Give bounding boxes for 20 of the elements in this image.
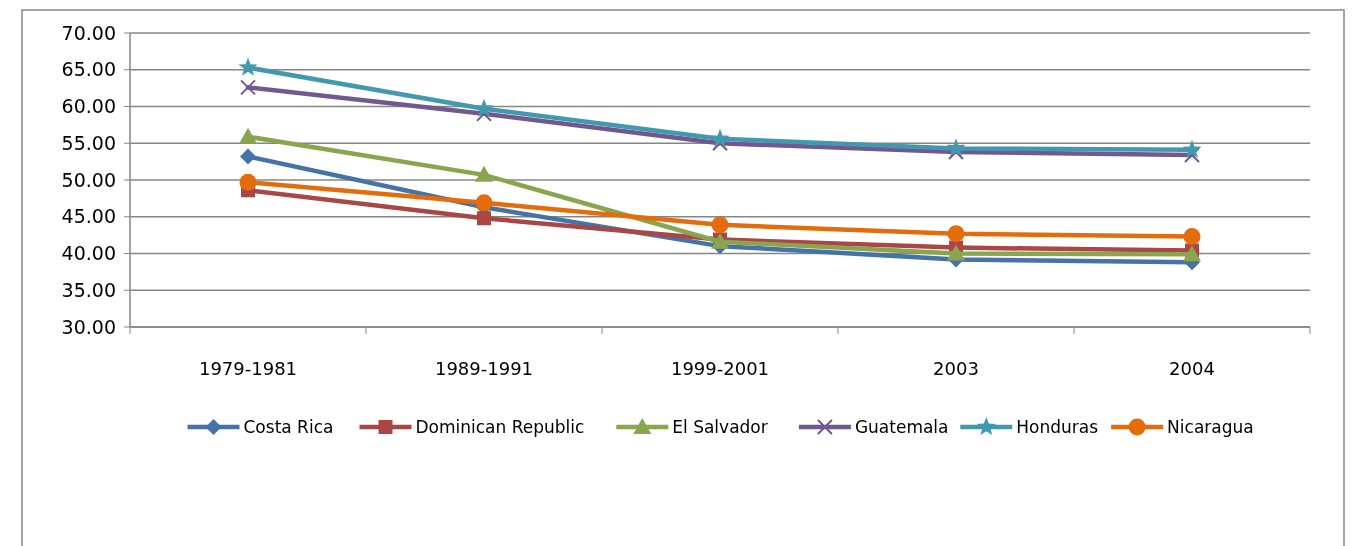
x-tick-label: 2004 [1169,358,1215,379]
legend-label: Costa Rica [243,416,334,437]
y-tick-label: 45.00 [61,205,116,228]
legend-label: Nicaragua [1167,416,1254,437]
x-tick-label: 1979-1981 [198,358,298,379]
y-tick-label: 40.00 [61,242,116,265]
y-tick-label: 65.00 [61,58,116,81]
legend-label: Dominican Republic [415,416,585,437]
legend-label: Guatemala [854,416,949,437]
legend-label: Honduras [1016,416,1099,437]
x-tick-label: 1989-1991 [434,358,534,379]
legend-label: El Salvador [672,416,768,437]
y-tick-label: 50.00 [61,168,116,191]
y-tick-label: 30.00 [61,315,116,338]
x-tick-label: 2003 [933,358,979,379]
y-tick-label: 70.00 [61,21,116,44]
y-tick-label: 35.00 [61,278,116,301]
y-tick-label: 55.00 [61,131,116,154]
y-tick-label: 60.00 [61,95,116,118]
x-tick-label: 1999-2001 [670,358,770,379]
